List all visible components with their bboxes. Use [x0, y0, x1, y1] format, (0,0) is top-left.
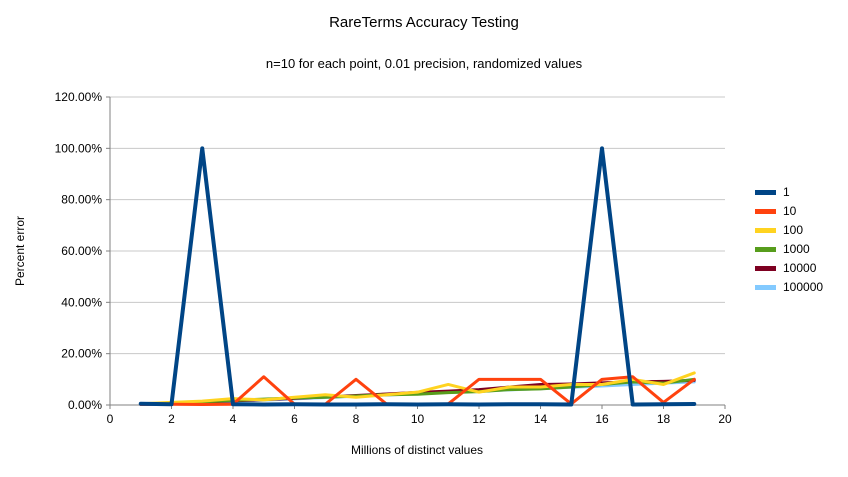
x-axis-title: Millions of distinct values	[351, 443, 483, 457]
gridlines	[110, 96, 725, 355]
chart-title: RareTerms Accuracy Testing	[329, 14, 519, 31]
legend-item: 100	[755, 221, 823, 240]
legend-item: 1	[755, 183, 823, 202]
legend-label: 100	[783, 223, 804, 237]
x-tick-label: 10	[411, 412, 425, 426]
x-tick-label: 6	[291, 412, 298, 426]
x-tick-label: 20	[718, 412, 732, 426]
legend-item: 100000	[755, 278, 823, 297]
legend: 1 10 100 1000 10000 100000	[755, 183, 823, 297]
y-tick-label: 120.00%	[55, 90, 103, 104]
legend-item: 10000	[755, 259, 823, 278]
plot-area: 0.00% 20.00% 40.00% 60.00% 80.00% 100.00% 120.…	[13, 90, 732, 457]
y-tick-label: 40.00%	[61, 295, 102, 309]
tick-labels: 0.00% 20.00% 40.00% 60.00% 80.00% 100.00% 120.…	[55, 90, 732, 426]
legend-label: 10000	[783, 261, 817, 275]
y-tick-label: 0.00%	[68, 398, 102, 412]
legend-swatch	[755, 209, 776, 214]
x-tick-label: 0	[107, 412, 114, 426]
legend-swatch	[755, 228, 776, 233]
legend-item: 10	[755, 202, 823, 221]
x-tick-label: 4	[230, 412, 237, 426]
legend-label: 1	[783, 185, 790, 199]
y-tick-label: 100.00%	[55, 141, 103, 155]
legend-swatch	[755, 266, 776, 271]
legend-swatch	[755, 247, 776, 252]
axes	[106, 96, 726, 409]
legend-label: 100000	[783, 280, 824, 294]
x-tick-label: 2	[168, 412, 175, 426]
x-tick-label: 16	[595, 412, 609, 426]
x-tick-label: 8	[353, 412, 360, 426]
x-tick-label: 14	[534, 412, 548, 426]
legend-swatch	[755, 190, 776, 195]
x-tick-label: 12	[472, 412, 486, 426]
y-tick-label: 20.00%	[61, 347, 102, 361]
series-lines	[138, 146, 697, 407]
chart-subtitle: n=10 for each point, 0.01 precision, ran…	[265, 56, 583, 71]
legend-item: 1000	[755, 240, 823, 259]
series-line-1	[138, 146, 697, 407]
y-tick-label: 60.00%	[61, 244, 102, 258]
y-axis-title: Percent error	[13, 216, 27, 286]
legend-swatch	[755, 285, 776, 290]
y-tick-label: 80.00%	[61, 193, 102, 207]
legend-label: 1000	[783, 242, 810, 256]
x-tick-label: 18	[657, 412, 671, 426]
legend-label: 10	[783, 204, 797, 218]
